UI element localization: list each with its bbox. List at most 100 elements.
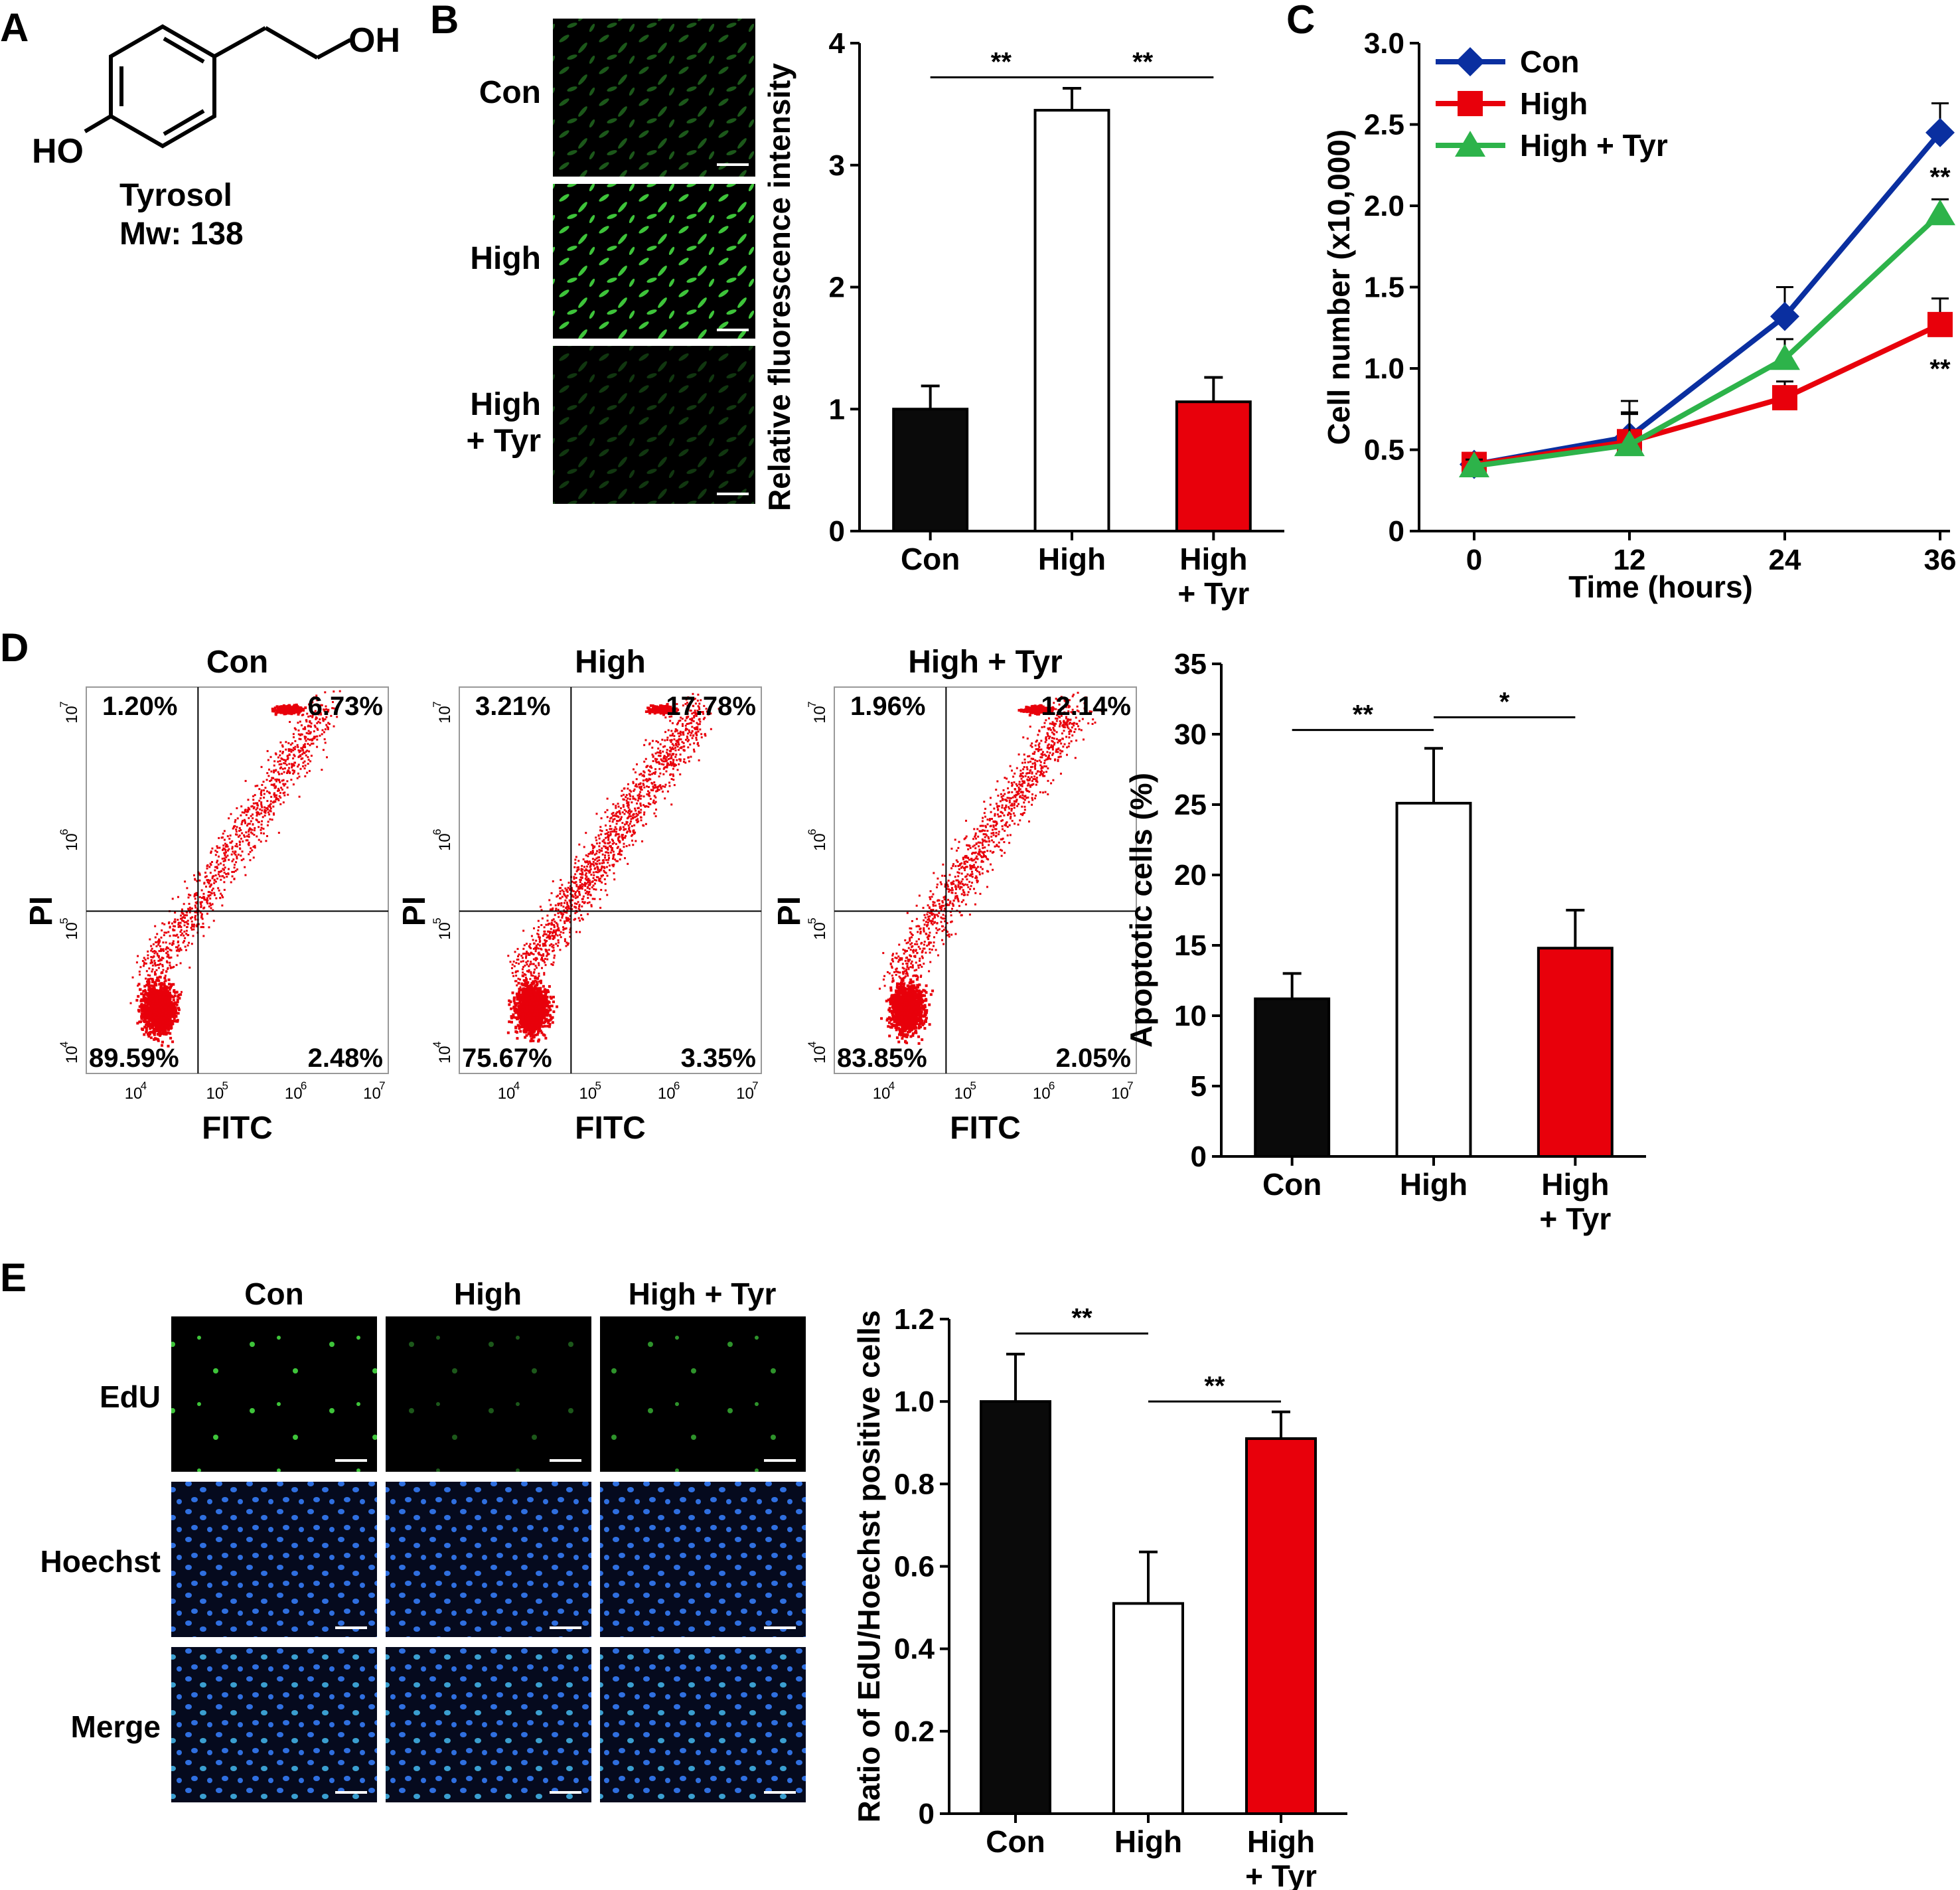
scatter-point	[543, 1024, 546, 1028]
scatter-point	[700, 699, 702, 702]
scatter-point	[273, 784, 275, 787]
scatter-point	[579, 884, 582, 887]
scatter-point	[593, 874, 595, 876]
scatter-point	[167, 1013, 170, 1016]
scatter-point	[147, 994, 150, 997]
scatter-point	[166, 955, 169, 958]
scatter-point	[691, 717, 694, 720]
scatter-point	[154, 962, 157, 965]
scatter-point	[167, 1031, 170, 1034]
scatter-point	[225, 844, 228, 847]
scatter-point	[333, 690, 335, 693]
scatter-point	[278, 773, 281, 775]
scatter-point	[148, 1001, 151, 1004]
scatter-point	[150, 1026, 153, 1029]
scatter-point	[634, 785, 637, 787]
micrograph-label-high-tyr-2: + Tyr	[467, 424, 542, 459]
merge-image-high-tyr	[600, 1647, 806, 1802]
scatter-point	[587, 892, 590, 895]
scatter-point	[668, 763, 671, 766]
scatter-point	[242, 840, 244, 843]
scatter-point	[573, 876, 575, 878]
scatter-point	[275, 778, 278, 781]
scatter-point	[289, 744, 292, 746]
scatter-point	[187, 944, 189, 947]
scatter-point	[639, 782, 642, 785]
scatter-point	[273, 760, 276, 763]
scatter-point	[248, 828, 251, 831]
scatter-point	[620, 854, 623, 856]
scatter-point	[535, 1016, 538, 1019]
scatter-point	[282, 779, 285, 781]
scatter-point	[605, 836, 607, 839]
scatter-point	[532, 1039, 535, 1042]
scatter-point	[532, 1023, 535, 1026]
scatter-point	[173, 934, 176, 937]
scatter-point	[160, 972, 163, 975]
scatter-point	[143, 1016, 147, 1020]
scatter-point	[178, 996, 181, 1000]
scatter-point	[228, 858, 230, 861]
scatter-point	[275, 709, 278, 712]
scatter-point	[631, 834, 634, 836]
scatter-point	[181, 932, 184, 935]
scatter-point	[585, 872, 587, 875]
scatter-point	[659, 743, 662, 746]
scatter-point	[181, 908, 183, 911]
scatter-point	[516, 1002, 519, 1005]
scatter-point	[281, 744, 283, 747]
scatter-point	[175, 946, 177, 949]
scatter-point	[678, 758, 681, 761]
scatter-point	[272, 805, 275, 808]
scatter-point	[214, 874, 217, 877]
scatter-point	[607, 852, 610, 854]
scatter-point	[700, 711, 703, 714]
scatter-point	[177, 921, 180, 924]
scatter-point	[655, 740, 658, 743]
scatter-point	[581, 871, 583, 874]
scatter-point	[299, 720, 301, 723]
scatter-point	[615, 807, 617, 809]
scatter-point	[177, 936, 179, 939]
scatter-point	[593, 882, 596, 885]
scatter-point	[619, 858, 621, 861]
scatter-point	[216, 846, 219, 849]
scatter-point	[601, 862, 603, 864]
scatter-point	[135, 998, 139, 1002]
scatter-point	[297, 708, 301, 712]
scatter-point	[169, 1036, 173, 1040]
scatter-point	[277, 756, 279, 759]
scatter-point	[148, 1012, 151, 1015]
scatter-point	[170, 949, 173, 952]
scatter-point	[291, 742, 293, 745]
scatter-point	[515, 975, 518, 977]
scatter-point	[549, 935, 552, 938]
scatter-point	[203, 898, 206, 901]
scatter-point	[181, 911, 183, 914]
scatter-point	[216, 866, 218, 868]
scatter-point	[223, 838, 226, 841]
scatter-point	[192, 874, 195, 877]
scatter-point	[222, 896, 224, 899]
scatter-point	[579, 878, 581, 881]
scatter-point	[151, 994, 155, 998]
scatter-point	[283, 794, 286, 797]
scatter-point	[333, 725, 335, 728]
scatter-point	[155, 983, 157, 985]
scatter-point	[296, 777, 299, 779]
scatter-point	[680, 716, 682, 719]
scatter-point	[163, 1002, 167, 1005]
scatter-point	[256, 815, 258, 817]
scatter-point	[535, 1021, 538, 1024]
scatter-point	[213, 882, 216, 884]
scatter-point	[623, 787, 625, 790]
scatter-point	[179, 924, 181, 927]
scatter-point	[601, 874, 604, 877]
scatter-point	[188, 967, 191, 969]
scatter-point	[612, 815, 615, 817]
scatter-point	[573, 902, 576, 905]
panel-e-micrographs: Con High High + Tyr EdU Hoechst Merge	[40, 1277, 806, 1802]
scatter-point	[179, 962, 182, 965]
scatter-point	[551, 945, 554, 948]
scatter-point	[522, 1018, 525, 1021]
